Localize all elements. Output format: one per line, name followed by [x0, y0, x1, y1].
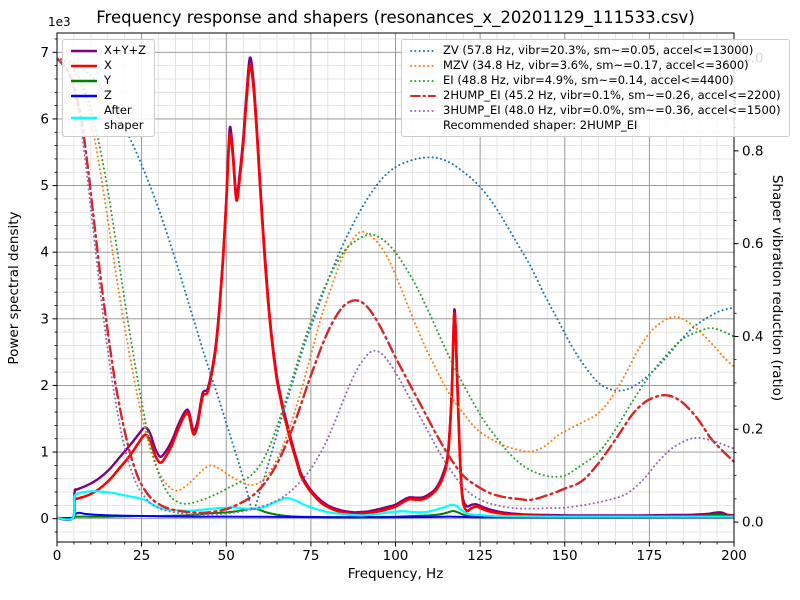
x-tick-label: 175 — [636, 548, 662, 564]
chart-title: Frequency response and shapers (resonanc… — [96, 8, 695, 27]
x-tick-label: 150 — [552, 548, 578, 564]
series-zv — [57, 57, 734, 512]
y-right-tick-label: 0.8 — [742, 143, 763, 159]
legend-line-sample — [410, 109, 436, 112]
legend-left-label: X+Y+Z — [104, 43, 147, 57]
legend-right: ZV (57.8 Hz, vibr=20.3%, sm~=0.05, accel… — [401, 39, 790, 137]
series-x — [57, 64, 734, 521]
series-z — [57, 511, 734, 520]
x-tick-label: 100 — [383, 548, 409, 564]
y-left-tick-label: 7 — [40, 45, 49, 61]
y-left-tick-label: 6 — [40, 111, 49, 127]
legend-right-label: 3HUMP_EI (48.0 Hz, vibr=0.0%, sm~=0.36, … — [443, 103, 781, 117]
legend-line-sample — [71, 79, 97, 82]
x-tick-label: 200 — [721, 548, 747, 564]
series-mzv — [57, 57, 734, 492]
legend-right-label: ZV (57.8 Hz, vibr=20.3%, sm~=0.05, accel… — [443, 43, 754, 57]
legend-left: X+Y+Z X Y Z After shaper — [62, 39, 156, 137]
legend-right-footer: Recommended shaper: 2HUMP_EI — [443, 118, 638, 132]
y-right-tick-label: 0.0 — [742, 515, 763, 531]
x-axis-label: Frequency, Hz — [347, 566, 444, 582]
legend-left-item-4: After shaper — [71, 103, 146, 133]
legend-left-label: Y — [104, 73, 112, 87]
y-right-tick-label: 0.2 — [742, 422, 763, 438]
legend-left-item-0: X+Y+Z — [71, 43, 146, 58]
legend-left-label: X — [104, 58, 112, 72]
x-tick-label: 25 — [133, 548, 150, 564]
legend-line-sample — [71, 49, 97, 52]
legend-line-sample — [410, 49, 436, 52]
y-left-tick-label: 5 — [40, 178, 49, 194]
y-left-tick-label: 4 — [40, 245, 49, 261]
legend-right-item-0: ZV (57.8 Hz, vibr=20.3%, sm~=0.05, accel… — [410, 43, 781, 58]
legend-left-label: Z — [104, 88, 112, 102]
y-right-tick-label: 0.6 — [742, 236, 763, 252]
y-left-tick-label: 0 — [40, 511, 49, 527]
y-axis-left-label: Power spectral density — [6, 211, 22, 365]
y-right-tick-label: 0.4 — [742, 329, 763, 345]
legend-right-label: EI (48.8 Hz, vibr=4.9%, sm~=0.14, accel<… — [443, 73, 734, 87]
legend-right-item-1: MZV (34.8 Hz, vibr=3.6%, sm~=0.17, accel… — [410, 58, 781, 73]
legend-right-item-3: 2HUMP_EI (45.2 Hz, vibr=0.1%, sm~=0.26, … — [410, 88, 781, 103]
legend-line-sample — [410, 94, 436, 97]
legend-right-label: MZV (34.8 Hz, vibr=3.6%, sm~=0.17, accel… — [443, 58, 749, 72]
legend-right-item-2: EI (48.8 Hz, vibr=4.9%, sm~=0.14, accel<… — [410, 73, 781, 88]
legend-line-sample — [410, 64, 436, 67]
x-tick-label: 50 — [218, 548, 235, 564]
legend-line-sample — [71, 116, 97, 120]
series-after-shaper — [57, 490, 734, 521]
legend-right-label: 2HUMP_EI (45.2 Hz, vibr=0.1%, sm~=0.26, … — [443, 88, 781, 102]
legend-line-sample — [410, 79, 436, 82]
minor-grid — [57, 33, 734, 542]
legend-left-item-3: Z — [71, 88, 146, 103]
series-2hump_ei — [57, 56, 734, 514]
legend-right-item-4: 3HUMP_EI (48.0 Hz, vibr=0.0%, sm~=0.36, … — [410, 103, 781, 118]
x-tick-label: 125 — [467, 548, 493, 564]
y-axis-offset-text: 1e3 — [48, 15, 71, 29]
series-group — [57, 56, 734, 522]
y-left-tick-label: 2 — [40, 378, 49, 394]
series-ei — [57, 57, 734, 505]
x-tick-label: 0 — [53, 548, 62, 564]
y-left-tick-label: 3 — [40, 311, 49, 327]
legend-left-label: After shaper — [104, 103, 144, 132]
y-left-tick-label: 1 — [40, 445, 49, 461]
legend-left-item-2: Y — [71, 73, 146, 88]
legend-line-sample — [71, 94, 97, 97]
legend-line-sample — [71, 64, 97, 67]
legend-left-item-1: X — [71, 58, 146, 73]
x-tick-label: 75 — [302, 548, 319, 564]
